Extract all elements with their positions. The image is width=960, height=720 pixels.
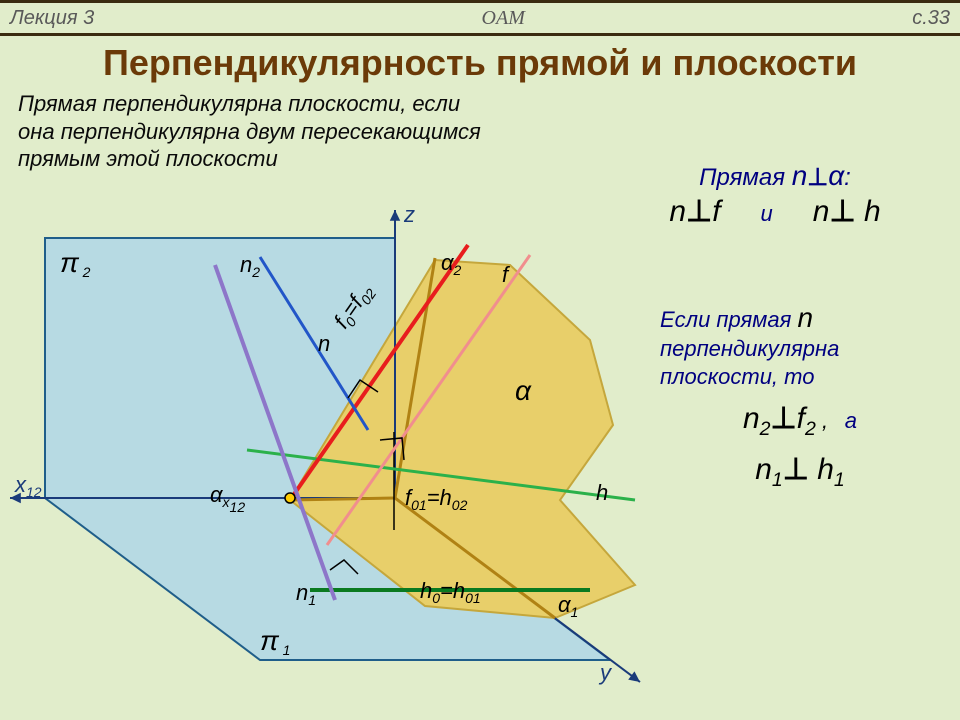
cond-block: Если прямая n перпендикулярна плоскости,…	[660, 300, 940, 493]
topbar-right: с.33	[912, 7, 950, 30]
topbar: Лекция 3 OAM с.33	[0, 0, 960, 36]
def-line3: прямым этой плоскости	[18, 145, 481, 173]
slide-title: Перпендикулярность прямой и плоскости	[0, 36, 960, 88]
svg-text:n: n	[318, 331, 330, 356]
def-line2: она перпендикулярна двум пересекающимся	[18, 118, 481, 146]
svg-text:h: h	[596, 480, 608, 505]
cond-l1: Если прямая n	[660, 300, 940, 335]
cond-formula2: n1⊥ h1	[660, 451, 940, 492]
cond-l3: плоскости, то	[660, 363, 940, 391]
def-line1: Прямая перпендикулярна плоскости, если	[18, 90, 481, 118]
cond-l2: перпендикулярна	[660, 335, 940, 363]
svg-text:z: z	[403, 202, 415, 227]
topbar-center: OAM	[482, 7, 525, 30]
svg-text:α: α	[515, 375, 532, 406]
svg-text:x12: x12	[14, 472, 42, 500]
cond-formula1: n2⊥f2 , а	[660, 400, 940, 441]
topbar-left: Лекция 3	[10, 7, 94, 30]
definition-text: Прямая перпендикулярна плоскости, если о…	[18, 90, 481, 173]
svg-text:α2: α2	[441, 250, 462, 278]
right-header: Прямая n⊥α:	[620, 160, 930, 192]
diagram: π 2π 1αα2α1αx12x12zynn1n2ff0=f02f01=h02h…	[0, 200, 670, 700]
svg-text:y: y	[598, 660, 613, 685]
